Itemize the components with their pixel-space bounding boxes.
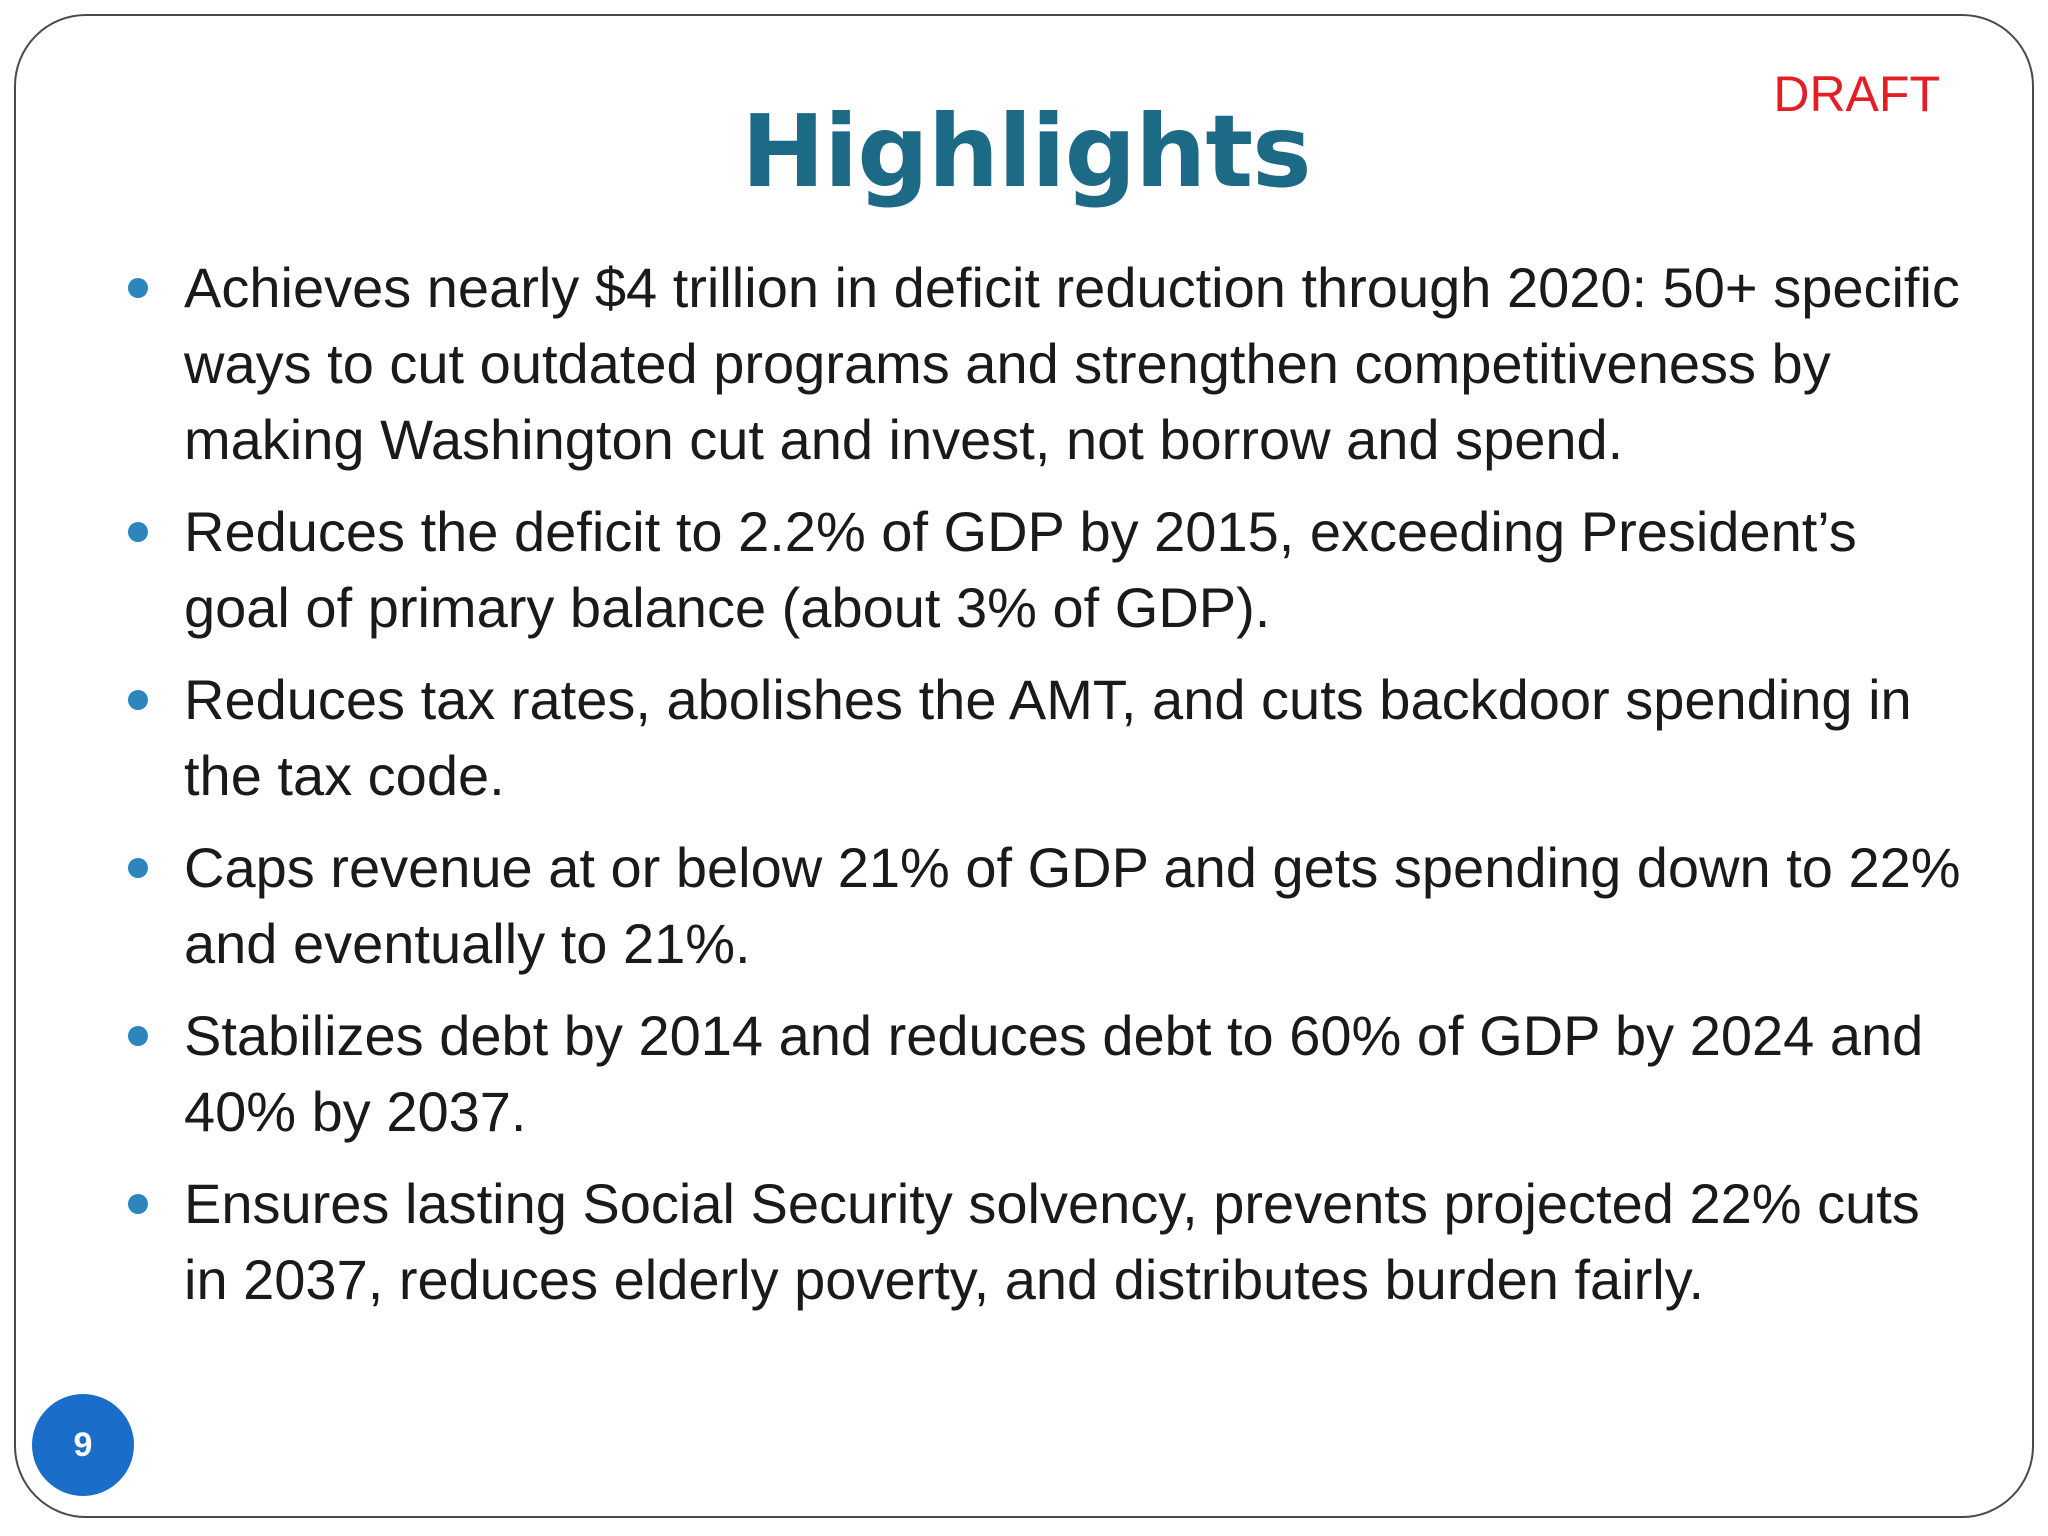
bullet-dot-icon xyxy=(128,1194,148,1214)
bullet-dot-icon xyxy=(128,522,148,542)
bullet-item: Achieves nearly $4 trillion in deficit r… xyxy=(116,250,1976,478)
bullet-item: Caps revenue at or below 21% of GDP and … xyxy=(116,830,1976,982)
bullet-dot-icon xyxy=(128,1026,148,1046)
slide-title: Highlights xyxy=(741,93,1311,210)
bullet-item: Reduces the deficit to 2.2% of GDP by 20… xyxy=(116,494,1976,646)
draft-label: DRAFT xyxy=(1773,66,1940,122)
bullet-item: Ensures lasting Social Security solvency… xyxy=(116,1166,1976,1318)
bullet-item: Stabilizes debt by 2014 and reduces debt… xyxy=(116,998,1976,1150)
bullet-text: Reduces tax rates, abolishes the AMT, an… xyxy=(184,668,1912,807)
bullet-list: Achieves nearly $4 trillion in deficit r… xyxy=(116,250,1976,1334)
bullet-dot-icon xyxy=(128,278,148,298)
page-number-badge: 9 xyxy=(32,1394,134,1496)
bullet-item: Reduces tax rates, abolishes the AMT, an… xyxy=(116,662,1976,814)
bullet-text: Achieves nearly $4 trillion in deficit r… xyxy=(184,256,1960,471)
bullet-text: Stabilizes debt by 2014 and reduces debt… xyxy=(184,1004,1924,1143)
bullet-dot-icon xyxy=(128,690,148,710)
slide-frame: Highlights DRAFT xyxy=(14,14,2034,1518)
bullet-text: Reduces the deficit to 2.2% of GDP by 20… xyxy=(184,500,1857,639)
bullet-text: Ensures lasting Social Security solvency… xyxy=(184,1172,1920,1311)
bullet-dot-icon xyxy=(128,858,148,878)
bullet-text: Caps revenue at or below 21% of GDP and … xyxy=(184,836,1961,975)
